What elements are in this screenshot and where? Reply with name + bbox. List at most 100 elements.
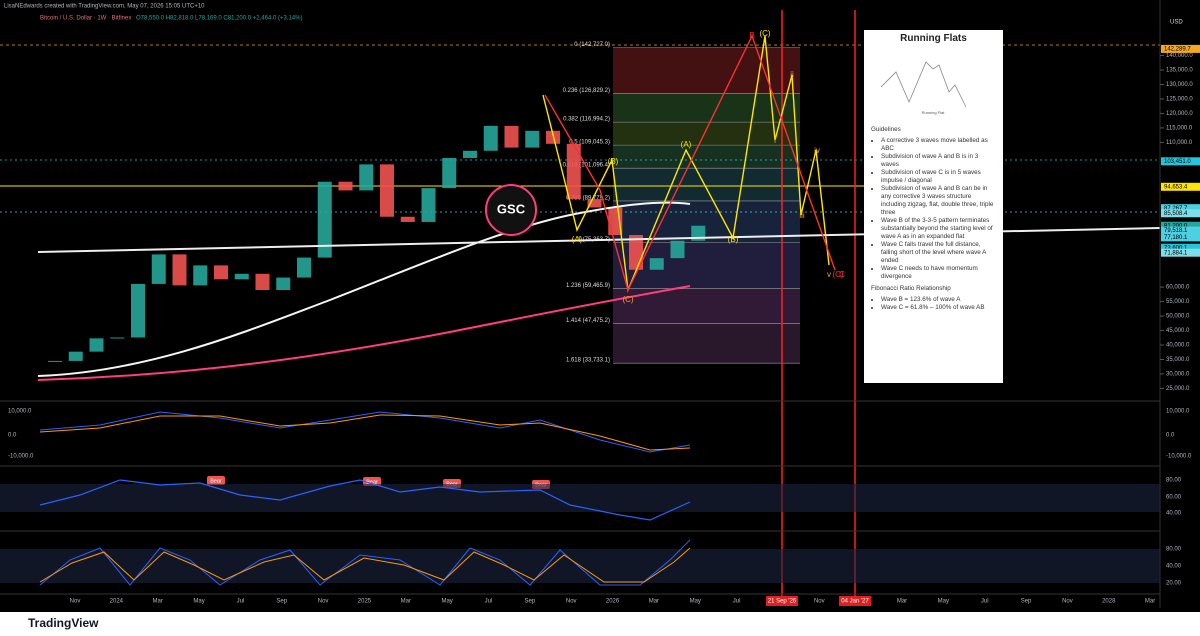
fib-zone [613,323,800,364]
fib-label: 1.236 (59,465.9) [566,283,610,289]
x-tick-label: Nov [318,599,329,605]
x-tick-label: 2026 [606,599,620,605]
price-tag [1161,221,1200,230]
pattern-diagram: Running Flat [880,61,967,115]
y-tick-label: 135,000.0 [1166,68,1193,74]
price-tag [1161,182,1200,191]
candle [338,181,353,191]
price-tag-label: 81,200.0 [1164,223,1188,229]
candle [359,164,374,191]
candle [649,258,664,270]
x-tick-label: Mar [1145,599,1155,605]
wave-label: (A) [572,235,583,244]
indicator-tick-label: 80.00 [1166,547,1182,553]
y-tick-label: 35,000.0 [1166,357,1190,363]
price-tag-label: 87,267.7 [1164,206,1188,212]
y-tick-label: 110,000.0 [1166,140,1193,146]
bear-badge [207,476,225,485]
price-tag-label: 142,289.7 [1164,46,1191,52]
list-item: Subdivision of wave C is in 5 waves impu… [881,169,996,185]
wave-label: (B) [608,157,619,166]
x-tick-label: May [690,599,701,605]
y-tick-label: 30,000.0 [1166,372,1190,378]
date-marker-label: 21 Sep '26 [768,599,797,605]
fib-zone [613,47,800,94]
indicator-tick-label: 10,000.0 [1166,409,1190,415]
list-item: Subdivision of wave A and B is in 3 wave… [881,153,996,169]
list-item: Subdivision of wave A and B can be in an… [881,185,996,217]
candle [89,338,104,352]
y-tick-label: 50,000.0 [1166,314,1190,320]
y-tick-label: 40,000.0 [1166,343,1190,349]
rsi-line [39,479,691,521]
candle [276,277,291,290]
fib-label: 1.414 (47,475.2) [566,318,610,324]
ohlc: O78,550.0 H82,818.0 L78,169.0 C81,200.0 … [136,16,302,22]
candle [297,257,311,278]
x-tick-label: May [441,599,452,605]
fib-label: 0.236 (126,829.2) [563,88,610,94]
y-tick-label: 115,000.0 [1166,125,1193,131]
wave-label: v [827,270,831,279]
x-tick-label: Nov [814,599,825,605]
ma-long [37,285,691,381]
y-tick-label: 125,000.0 [1166,97,1193,103]
candle [670,240,685,259]
y-tick-label: 60,000.0 [1166,285,1190,291]
fib-label: 1.618 (33,733.1) [566,358,610,364]
y-tick-label: 140,000.0 [1166,53,1193,59]
pattern-line [880,61,967,108]
wave-label: B [749,31,754,40]
x-tick-label: 2028 [1102,599,1116,605]
candle [421,188,436,222]
price-tag [1161,44,1200,53]
wave-label: iv [814,146,820,155]
candle [214,265,228,280]
x-tick-label: 2024 [110,599,124,605]
candle [442,158,457,189]
x-tick-label: May [938,599,949,605]
guidelines: A corrective 3 waves move labelled as AB… [871,137,996,281]
price-tag [1161,248,1200,257]
indicator-tick-label: -10,000.0 [8,454,34,460]
stoch-k [39,539,691,586]
wave-red [544,34,836,292]
list-item: Wave C falls travel the full distance, f… [881,241,996,265]
x-tick-label: Nov [1062,599,1073,605]
indicator-tick-label: -10,000.0 [1166,454,1192,460]
sidebar: Running Flats Running Flat Guidelines A … [864,30,1003,383]
fib-zone [613,93,800,123]
candle [234,273,249,280]
wave-label: (C) [622,295,633,304]
wave-label: (C) [832,270,843,279]
wave-label: iii [799,211,805,220]
candle [131,283,145,338]
price-tag [1161,226,1200,235]
fib-zone [613,122,800,146]
date-marker [766,596,798,606]
candle [400,216,415,222]
indicator-tick-label: 0.0 [8,433,17,439]
fib-zone [613,145,800,169]
fib-heading: Fibonacci Ratio Relationship [871,285,951,292]
candle [172,254,187,286]
candle [255,273,270,290]
date-marker [839,596,871,606]
wave-label: (A) [681,140,692,149]
indicator-tick-label: 80.00 [1166,478,1182,484]
x-tick-label: Sep [525,599,536,605]
candle [48,360,62,362]
bear-label: Bear [366,479,378,485]
price-tag-label: 73,600.1 [1164,245,1188,251]
indicator-tick-label: 60.00 [1166,495,1182,501]
currency: USD [1170,20,1183,26]
x-tick-label: Mar [649,599,659,605]
candle [483,125,498,151]
price-tag [1161,243,1200,252]
x-tick-label: Sep [276,599,287,605]
y-tick-label: 45,000.0 [1166,328,1190,334]
price-tag-label: 94,653.4 [1164,184,1188,190]
wave-label: (C) [759,29,770,38]
candle [504,125,519,148]
